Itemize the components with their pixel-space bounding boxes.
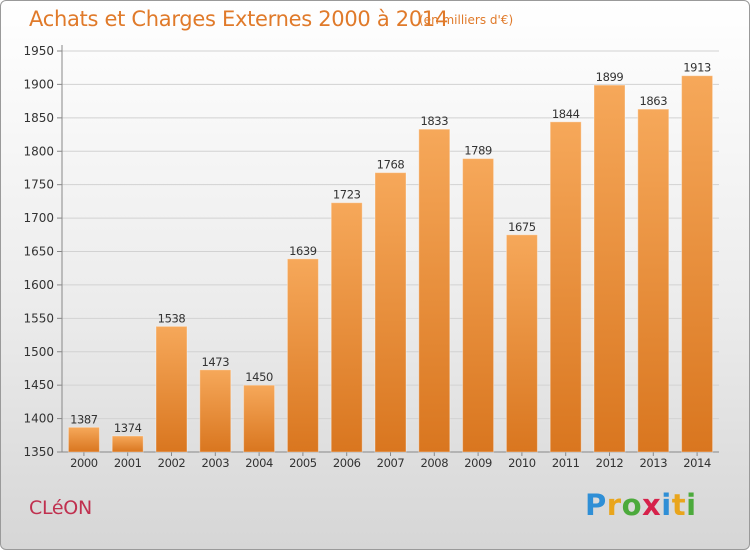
logo-letter: r — [606, 488, 622, 522]
bar-edge — [199, 369, 232, 453]
value-label: 1833 — [420, 114, 448, 128]
bar-edge — [549, 121, 582, 453]
bar — [243, 385, 275, 452]
value-label: 1387 — [70, 412, 98, 426]
y-tick-label: 1800 — [23, 144, 54, 158]
axes: 1350 1400 1450 1500 1550 1600 1650 1700 1750 1800… — [23, 44, 719, 470]
logo-letter: o — [621, 488, 643, 522]
logo-letter: i — [661, 488, 672, 522]
value-label: 1899 — [596, 70, 624, 84]
x-tick-label: 2003 — [201, 456, 229, 470]
bar-edge — [505, 234, 538, 453]
bar — [156, 326, 187, 452]
value-label: 1789 — [464, 144, 492, 158]
value-label: 1844 — [552, 107, 580, 121]
y-tick-label: 1700 — [23, 211, 54, 225]
bar — [681, 75, 713, 452]
y-tick-label: 1650 — [23, 245, 54, 259]
bar — [331, 202, 363, 452]
x-tick-label: 2008 — [420, 456, 448, 470]
bar — [462, 158, 494, 452]
bar — [550, 121, 582, 453]
logo-letter: t — [671, 488, 687, 522]
chart-title: Achats et Charges Externes 2000 à 2014 — [29, 7, 449, 31]
bar-edge — [637, 108, 670, 453]
value-label: 1863 — [639, 94, 667, 108]
value-label: 1450 — [245, 370, 273, 384]
bar — [637, 109, 669, 453]
x-tick-label: 2005 — [289, 456, 317, 470]
bar — [594, 85, 625, 453]
value-label: 1913 — [683, 61, 711, 75]
bar — [68, 427, 100, 452]
logo-letter: x — [642, 488, 662, 522]
logo-letter: P — [585, 488, 607, 522]
bar-edge — [681, 75, 714, 453]
y-tick-label: 1500 — [23, 345, 54, 359]
x-tick-label: 2010 — [508, 456, 536, 470]
bar — [418, 129, 450, 452]
bar-edge — [155, 325, 188, 453]
y-tick-label: 1600 — [23, 278, 54, 292]
y-tick-label: 1450 — [23, 378, 54, 392]
bar-edge — [243, 384, 276, 453]
x-tick-label: 2002 — [158, 456, 186, 470]
bar — [506, 234, 538, 452]
x-tick-label: 2012 — [596, 456, 624, 470]
chart-subtitle: (en milliers d'€) — [419, 13, 514, 27]
proxiti-logo: Proxiti — [585, 488, 697, 522]
value-label: 1675 — [508, 220, 536, 234]
bar-edge — [462, 158, 495, 453]
bar — [199, 369, 231, 452]
y-tick-label: 1550 — [23, 311, 54, 325]
bar-edge — [111, 435, 144, 453]
bar-edge — [67, 426, 100, 453]
bar — [112, 435, 144, 452]
x-tick-label: 2009 — [464, 456, 492, 470]
y-tick-label: 1950 — [23, 44, 54, 58]
x-tick-label: 2000 — [70, 456, 98, 470]
x-tick-label: 2004 — [245, 456, 273, 470]
x-tick-label: 2007 — [377, 456, 405, 470]
value-label: 1473 — [201, 355, 229, 369]
value-label: 1374 — [114, 421, 142, 435]
bar — [287, 258, 319, 452]
y-tick-label: 1850 — [23, 111, 54, 125]
bar — [375, 172, 406, 453]
bar-edge — [418, 128, 451, 453]
y-tick-label: 1900 — [23, 77, 54, 91]
commune-name: CLéON — [29, 497, 92, 519]
x-tick-label: 2013 — [639, 456, 667, 470]
logo-letter: i — [686, 488, 697, 522]
value-label: 1768 — [377, 158, 405, 172]
x-tick-label: 2011 — [552, 456, 580, 470]
value-label: 1639 — [289, 244, 317, 258]
x-tick-label: 2006 — [333, 456, 361, 470]
x-tick-label: 2001 — [114, 456, 142, 470]
bar-edge — [593, 84, 626, 453]
bar-edge — [286, 258, 319, 453]
y-tick-label: 1350 — [23, 445, 54, 459]
y-tick-label: 1750 — [23, 178, 54, 192]
bar-edge — [330, 202, 363, 453]
value-label: 1538 — [158, 311, 186, 325]
bars — [67, 75, 714, 453]
y-tick-label: 1400 — [23, 412, 54, 426]
bar-edge — [374, 172, 407, 453]
value-label: 1723 — [333, 188, 361, 202]
x-tick-label: 2014 — [683, 456, 711, 470]
value-labels: 1387 1374 1538 1473 1450 1639 1723 1768 1833 1789… — [70, 61, 711, 435]
